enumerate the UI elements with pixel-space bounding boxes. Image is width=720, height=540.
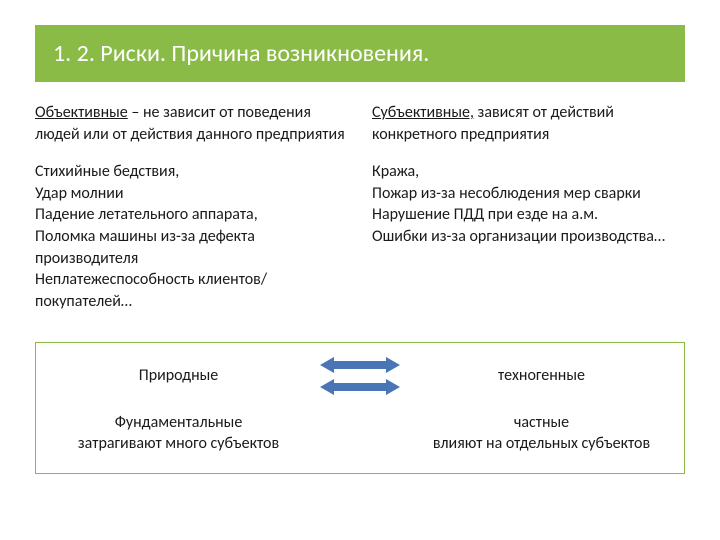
row-fundamental-private: Фундаментальные затрагивают много субъек…: [52, 413, 668, 455]
slide: 1. 2. Риски. Причина возникновения. Объе…: [0, 0, 720, 540]
row-natural-technogenic: Природные техногенные: [52, 357, 668, 395]
body-objective: Стихийные бедствия, Удар молнии Падение …: [35, 155, 348, 312]
label-private: частные влияют на отдельных субъектов: [405, 413, 668, 455]
header-objective-bold: Объективные: [35, 103, 128, 122]
arrow-group-1: [315, 357, 405, 395]
label-fundamental: Фундаментальные затрагивают много субъек…: [52, 413, 315, 455]
classification-box: Природные техногенные Фундаментальные за…: [35, 342, 685, 474]
header-subjective-bold: Субъективные,: [372, 103, 474, 122]
column-subjective: Субъективные, зависят от действий конкре…: [360, 94, 685, 320]
body-subjective: Кража, Пожар из-за несоблюдения мер свар…: [372, 155, 685, 247]
column-objective: Объективные – не зависит от поведения лю…: [35, 94, 360, 320]
label-natural: Природные: [52, 366, 315, 387]
title-text: 1. 2. Риски. Причина возникновения.: [53, 39, 429, 68]
slide-title: 1. 2. Риски. Причина возникновения.: [35, 25, 685, 82]
double-arrow-icon: [320, 357, 400, 373]
double-arrow-icon: [320, 379, 400, 395]
risk-table: Объективные – не зависит от поведения лю…: [35, 94, 685, 320]
header-subjective: Субъективные, зависят от действий конкре…: [372, 102, 685, 155]
label-technogenic: техногенные: [405, 366, 668, 387]
header-objective: Объективные – не зависит от поведения лю…: [35, 102, 348, 155]
